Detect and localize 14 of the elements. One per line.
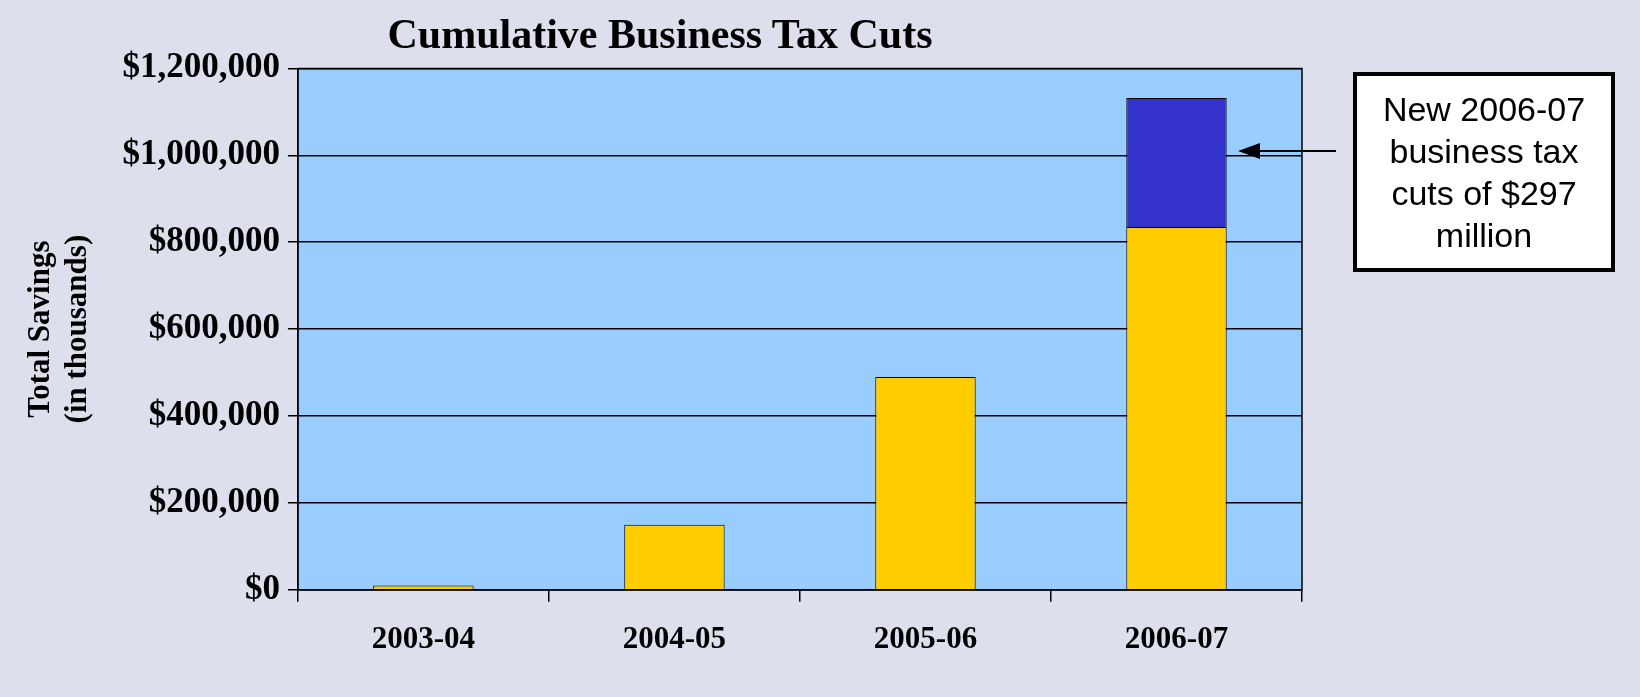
y-axis-title: Total Savings (in thousands) [20, 234, 93, 424]
y-tick-label: $200,000 [148, 480, 280, 520]
x-tick-label: 2006-07 [1124, 620, 1229, 656]
text: New 2006-07 business tax cuts of $297 million [1353, 72, 1615, 272]
x-tick-label: 2003-04 [371, 620, 476, 656]
x-tick-label: 2004-05 [622, 620, 727, 656]
y-tick-label: $1,000,000 [122, 133, 280, 173]
chart-title: Cumulative Business Tax Cuts [387, 11, 933, 58]
y-tick-label: $400,000 [148, 394, 280, 434]
y-tick-label: $600,000 [148, 307, 280, 347]
y-tick-label: $0 [244, 567, 280, 607]
y-tick-label: $1,200,000 [122, 46, 280, 86]
y-tick-label: $800,000 [148, 220, 280, 260]
x-tick-label: 2005-06 [873, 620, 978, 656]
